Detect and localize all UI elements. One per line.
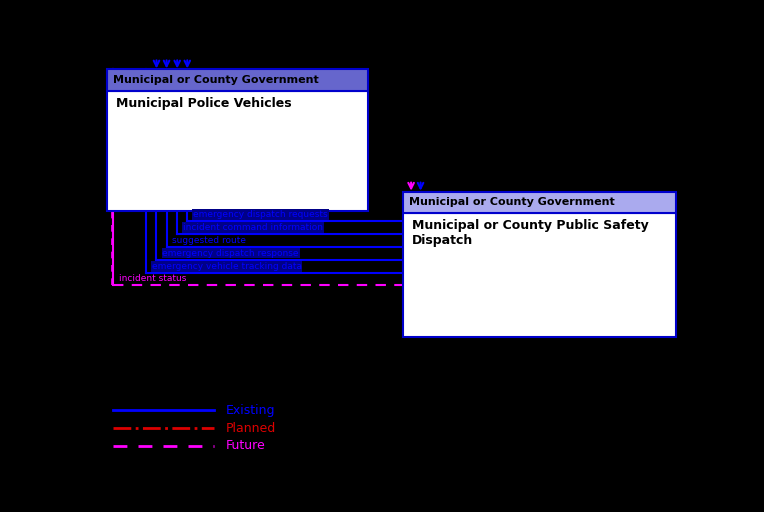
Text: Existing: Existing xyxy=(226,404,275,417)
Bar xyxy=(403,191,676,213)
Text: Municipal or County Government: Municipal or County Government xyxy=(410,198,615,207)
Bar xyxy=(403,213,676,337)
Text: suggested route: suggested route xyxy=(173,236,247,245)
Bar xyxy=(107,69,368,91)
Bar xyxy=(107,91,368,211)
Text: emergency vehicle tracking data: emergency vehicle tracking data xyxy=(152,262,302,271)
Text: Municipal Police Vehicles: Municipal Police Vehicles xyxy=(116,97,292,110)
Text: Planned: Planned xyxy=(226,421,276,435)
Text: Future: Future xyxy=(226,439,266,452)
Text: emergency dispatch response: emergency dispatch response xyxy=(163,249,299,258)
Text: emergency dispatch requests: emergency dispatch requests xyxy=(193,210,328,219)
Text: Municipal or County Public Safety
Dispatch: Municipal or County Public Safety Dispat… xyxy=(413,219,649,247)
Text: incident command information: incident command information xyxy=(183,223,323,232)
Text: incident status: incident status xyxy=(119,274,186,284)
Text: Municipal or County Government: Municipal or County Government xyxy=(113,75,319,85)
